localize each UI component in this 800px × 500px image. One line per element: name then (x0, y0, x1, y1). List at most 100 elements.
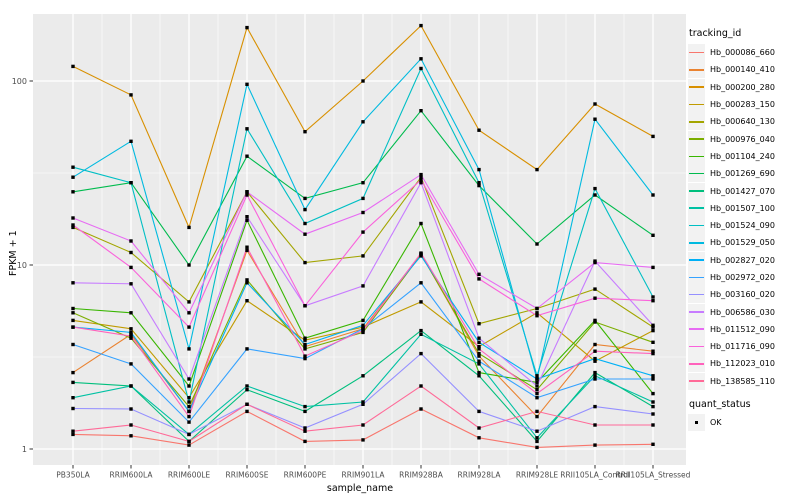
data-point-marker (129, 327, 133, 331)
data-point-marker (477, 344, 481, 349)
legend-key-line-icon (689, 103, 704, 106)
data-point-marker (129, 282, 133, 286)
data-point-marker (477, 362, 481, 366)
data-point-marker (71, 396, 75, 400)
data-point-marker (651, 233, 655, 237)
data-point-marker (361, 79, 365, 83)
data-point-marker (477, 374, 481, 378)
data-point-marker (477, 277, 481, 281)
data-point-marker (419, 384, 423, 388)
x-axis-title: sample_name (326, 483, 394, 494)
x-tick-label: RRIM600LE (168, 471, 211, 480)
data-point-marker (303, 354, 307, 358)
data-point-marker (593, 193, 597, 197)
data-point-marker (129, 311, 133, 315)
data-point-marker (593, 349, 597, 353)
data-point-marker (71, 318, 75, 323)
data-point-marker (651, 340, 655, 344)
legend-key (688, 338, 705, 356)
data-point-marker (535, 391, 539, 396)
data-point-marker (129, 181, 133, 185)
data-point-marker (419, 407, 423, 411)
data-point-marker (651, 423, 655, 427)
data-point-marker (129, 434, 133, 438)
data-point-marker (71, 225, 75, 230)
data-point-marker (245, 281, 249, 285)
data-point-marker (303, 304, 307, 308)
data-point-marker (535, 380, 539, 385)
data-point-marker (361, 181, 365, 185)
data-point-marker (129, 250, 133, 255)
data-point-marker (245, 218, 249, 222)
legend-entry: Hb_000283_150 (688, 96, 800, 114)
data-point-marker (419, 172, 423, 177)
legend-key (688, 44, 705, 62)
data-point-marker (361, 325, 365, 329)
data-point-marker (245, 245, 249, 249)
legend-entry-label: Hb_011512_090 (710, 324, 775, 334)
legend: tracking_id Hb_000086_660 Hb_000140_410 Hb… (688, 28, 800, 432)
legend-key-line-icon (689, 172, 704, 175)
data-point-marker (71, 325, 75, 329)
data-point-marker (187, 439, 191, 444)
legend-key (688, 130, 705, 148)
data-point-marker (129, 265, 133, 270)
x-tick-label: RRIM901LA (342, 471, 386, 480)
data-point-marker (419, 328, 423, 333)
data-point-marker (129, 407, 133, 411)
data-point-marker (419, 57, 423, 61)
legend-entry: Hb_112023_010 (688, 355, 800, 373)
data-point-marker (535, 445, 539, 450)
data-point-marker (129, 334, 133, 338)
data-point-marker (71, 370, 75, 375)
data-point-marker (593, 443, 597, 447)
data-point-marker (71, 306, 75, 311)
data-point-marker (71, 311, 75, 315)
data-point-marker (651, 400, 655, 404)
x-tick-label: RRII105LA_Stressed (616, 471, 691, 480)
data-point-marker (361, 402, 365, 406)
data-point-marker (535, 242, 539, 246)
square-point-icon (694, 420, 699, 425)
data-point-marker (651, 377, 655, 381)
data-point-marker (651, 328, 655, 333)
legend-key (688, 234, 705, 252)
legend-key (688, 165, 705, 183)
legend-entry: Hb_002827_020 (688, 251, 800, 269)
legend-key (688, 372, 705, 390)
data-point-marker (419, 281, 423, 285)
data-point-marker (535, 414, 539, 419)
plot-panel (33, 14, 686, 465)
x-tick-label: RRIM928LE (516, 471, 559, 480)
legend-key-line-icon (689, 276, 704, 279)
data-point-marker (419, 109, 423, 113)
data-point-marker (187, 443, 191, 447)
data-point-marker (477, 370, 481, 375)
legend-entry-label: Hb_000283_150 (710, 100, 775, 110)
data-point-marker (129, 423, 133, 427)
data-point-marker (245, 190, 249, 194)
legend-key-line-icon (689, 259, 704, 261)
data-point-marker (535, 439, 539, 444)
data-point-marker (71, 223, 75, 227)
legend-key (688, 182, 705, 200)
legend-entry-label: OK (710, 418, 722, 428)
data-point-marker (593, 356, 597, 361)
legend-key (688, 269, 705, 286)
data-point-marker (187, 414, 191, 419)
data-point-marker (419, 332, 423, 336)
legend-key-line-icon (689, 120, 704, 123)
legend-entry: Hb_000640_130 (688, 113, 800, 131)
data-point-marker (361, 330, 365, 335)
data-point-marker (303, 426, 307, 430)
data-point-marker (187, 325, 191, 329)
data-point-marker (535, 167, 539, 172)
legend-entry-label: Hb_001104_240 (710, 151, 775, 161)
data-point-marker (71, 380, 75, 385)
data-point-marker (187, 396, 191, 400)
data-point-marker (651, 349, 655, 353)
data-point-marker (129, 384, 133, 388)
legend-entry-label: Hb_000086_660 (710, 48, 775, 58)
legend-key (688, 414, 705, 432)
